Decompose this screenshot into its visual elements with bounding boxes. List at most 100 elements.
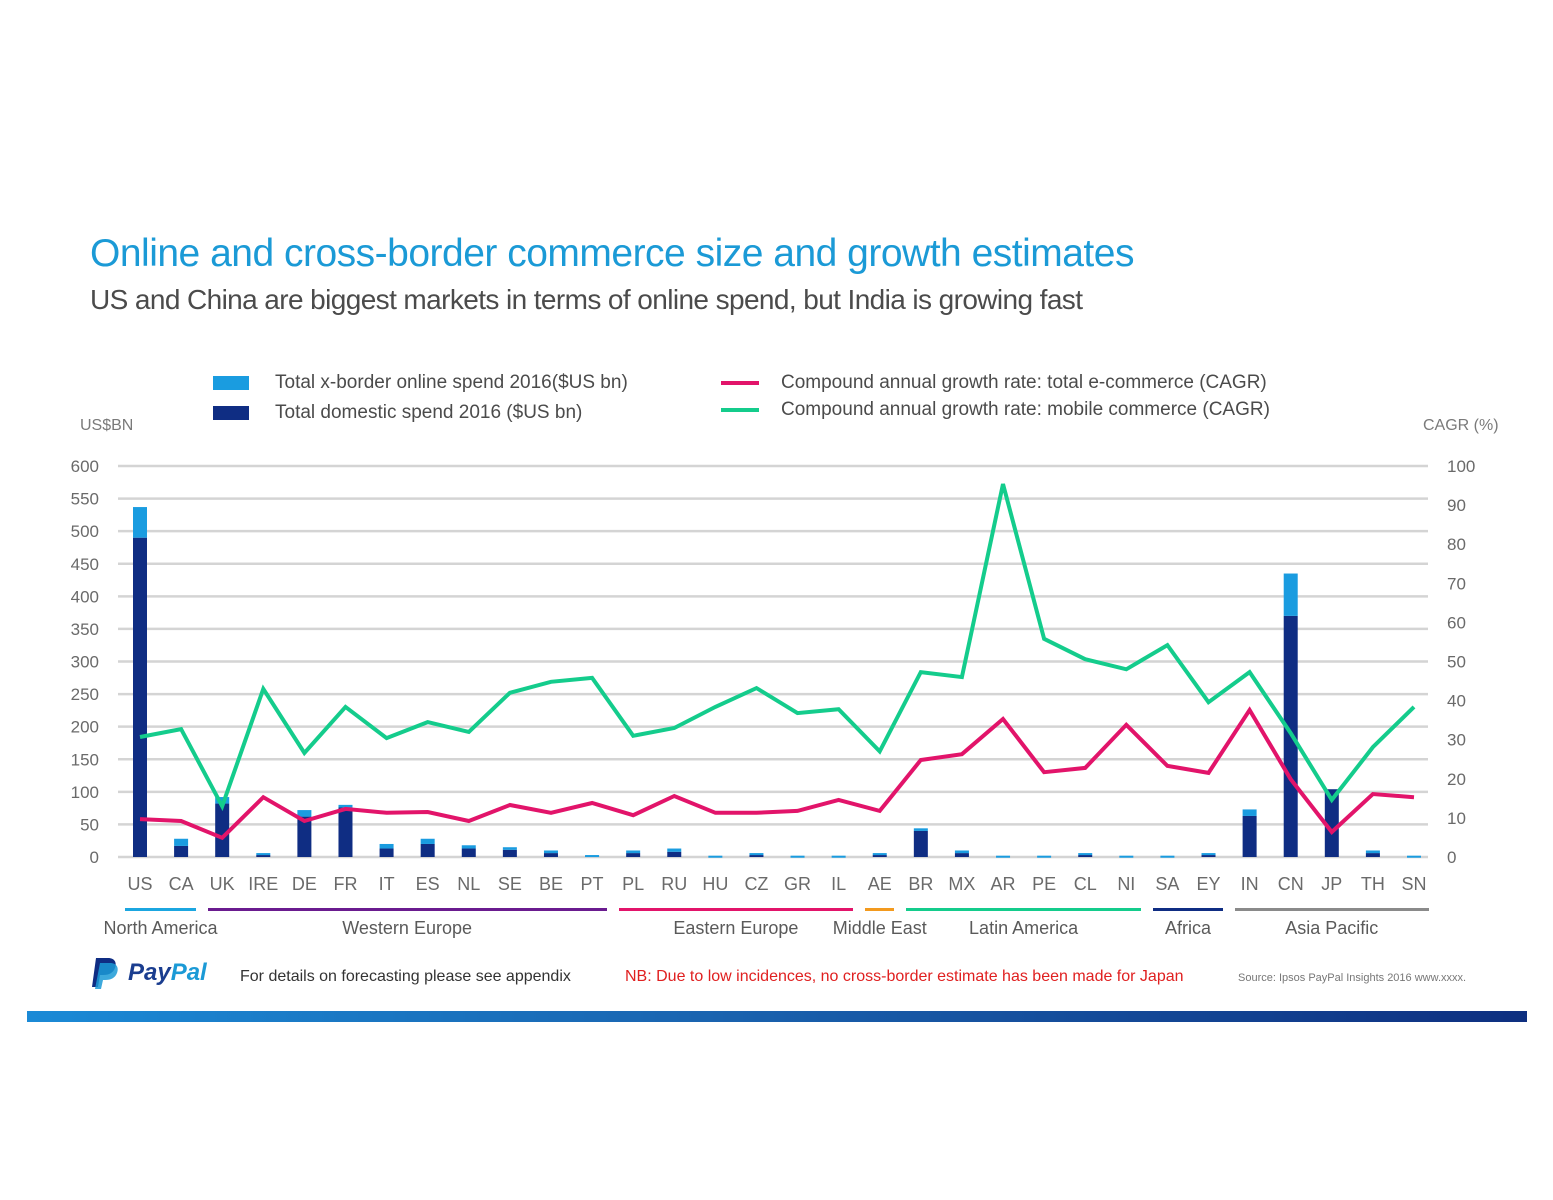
x-tick-label: BR — [908, 874, 933, 894]
region-line — [1235, 908, 1429, 911]
bar-xborder — [749, 853, 764, 856]
x-tick-label: BE — [539, 874, 563, 894]
bar-xborder — [1407, 855, 1421, 858]
line-cagr-total — [139, 706, 1415, 841]
bar-xborder — [420, 838, 435, 844]
legend-label-cagr-total: Compound annual growth rate: total e-com… — [781, 372, 1267, 393]
x-tick-label: SE — [498, 874, 522, 894]
bar-xborder — [174, 838, 189, 846]
bars — [133, 507, 1421, 858]
bar-xborder — [379, 843, 394, 849]
appendix-note: For details on forecasting please see ap… — [240, 968, 571, 985]
y-tick-label-left: 150 — [71, 750, 99, 769]
bar-xborder — [1037, 855, 1052, 858]
bar-domestic — [338, 807, 353, 857]
legend-swatch-cagr-total — [721, 381, 759, 385]
x-tick-label: CA — [169, 874, 194, 894]
bottom-accent-bar — [27, 1011, 1527, 1022]
y-tick-label-left: 250 — [71, 685, 99, 704]
x-tick-label: ES — [416, 874, 440, 894]
region-line — [1152, 908, 1224, 911]
bar-domestic — [174, 845, 189, 857]
bar-xborder — [996, 855, 1011, 858]
y-tick-label-left: 600 — [71, 457, 99, 476]
bar-domestic — [1078, 855, 1093, 857]
y-axis-label-left: US$BN — [80, 417, 134, 434]
bar-xborder — [667, 848, 682, 852]
x-tick-label: SN — [1401, 874, 1426, 894]
line-cagr-mobile — [139, 483, 1416, 812]
bar-xborder — [502, 847, 517, 850]
region-label: Eastern Europe — [673, 918, 799, 938]
bar-domestic — [1242, 815, 1257, 857]
bar-xborder — [1119, 855, 1134, 858]
region-label: North America — [103, 918, 218, 938]
x-tick-label: EY — [1197, 874, 1221, 894]
bar-xborder — [1078, 853, 1093, 856]
region-label: Middle East — [832, 918, 927, 938]
x-tick-label: CN — [1278, 874, 1304, 894]
bar-xborder — [626, 850, 641, 854]
bar-domestic — [420, 843, 435, 857]
legend-item-domestic: Total domestic spend 2016 ($US bn) — [213, 402, 582, 424]
y-tick-label-right: 70 — [1447, 574, 1466, 593]
region-line — [865, 908, 895, 911]
y-tick-label-left: 50 — [80, 815, 99, 834]
y-tick-label-right: 80 — [1447, 535, 1466, 554]
y-tick-label-left: 200 — [71, 718, 99, 737]
bar-domestic — [461, 848, 476, 857]
bar-domestic — [1365, 853, 1380, 857]
chart-canvas: 0 50 100 150 200 250 300 350 400 450 500 550 600 0 10… — [71, 457, 1476, 894]
bar-xborder — [1160, 855, 1175, 858]
x-tick-label: IRE — [248, 874, 278, 894]
legend-label-domestic: Total domestic spend 2016 ($US bn) — [275, 402, 583, 423]
y-axis-label-right: CAGR (%) — [1423, 417, 1499, 434]
bar-domestic — [379, 848, 394, 857]
region-label: Western Europe — [342, 918, 472, 938]
legend-item-cagr-total: Compound annual growth rate: total e-com… — [721, 372, 1267, 394]
bar-xborder — [831, 855, 846, 858]
bar-xborder — [872, 853, 887, 856]
legend-swatch-xborder — [213, 376, 249, 390]
bar-domestic — [1324, 789, 1339, 857]
y-tick-label-right: 20 — [1447, 770, 1466, 789]
bar-xborder — [338, 804, 353, 808]
x-tick-label: DE — [292, 874, 317, 894]
y-tick-label-right: 30 — [1447, 731, 1466, 750]
x-ticks: US CA UK IRE DE FR IT ES NL SE BE PT PL RU HU CZ GR IL AE B… — [127, 874, 1426, 894]
y-tick-label-left: 500 — [71, 522, 99, 541]
bar-domestic — [749, 855, 764, 857]
x-tick-label: IN — [1241, 874, 1259, 894]
paypal-wordmark-pal: Pal — [170, 959, 207, 986]
legend-label-cagr-mobile: Compound annual growth rate: mobile comm… — [781, 399, 1270, 420]
legend-label-xborder: Total x-border online spend 2016($US bn) — [275, 372, 628, 393]
x-tick-label: US — [127, 874, 152, 894]
bar-domestic — [133, 537, 147, 857]
legend-item-cagr-mobile: Compound annual growth rate: mobile comm… — [721, 399, 1270, 421]
x-tick-label: RU — [661, 874, 687, 894]
y-tick-label-right: 60 — [1447, 613, 1466, 632]
bar-domestic — [502, 849, 517, 857]
bar-xborder — [913, 828, 928, 831]
paypal-logo: PayPal — [90, 956, 207, 990]
bar-xborder — [297, 810, 312, 817]
bar-domestic — [872, 855, 887, 857]
x-tick-label: IT — [379, 874, 395, 894]
y-ticks-left: 0 50 100 150 200 250 300 350 400 450 500 550 600 — [71, 457, 99, 867]
paypal-wordmark-pay: Pay — [128, 959, 171, 986]
x-tick-label: TH — [1361, 874, 1385, 894]
y-tick-label-right: 0 — [1447, 848, 1456, 867]
x-tick-label: CZ — [744, 874, 768, 894]
y-tick-label-left: 450 — [71, 555, 99, 574]
legend-swatch-cagr-mobile — [721, 408, 759, 412]
x-tick-label: NI — [1117, 874, 1135, 894]
bar-domestic — [954, 853, 969, 857]
page-title: Online and cross-border commerce size an… — [90, 232, 1134, 275]
y-tick-label-left: 0 — [90, 848, 99, 867]
legend-item-xborder: Total x-border online spend 2016($US bn) — [213, 372, 628, 394]
bar-domestic — [1201, 855, 1216, 857]
source-note: Source: Ipsos PayPal Insights 2016 www.x… — [1238, 972, 1467, 984]
bar-xborder — [543, 850, 558, 854]
bar-xborder — [585, 855, 600, 858]
y-tick-label-right: 40 — [1447, 692, 1466, 711]
